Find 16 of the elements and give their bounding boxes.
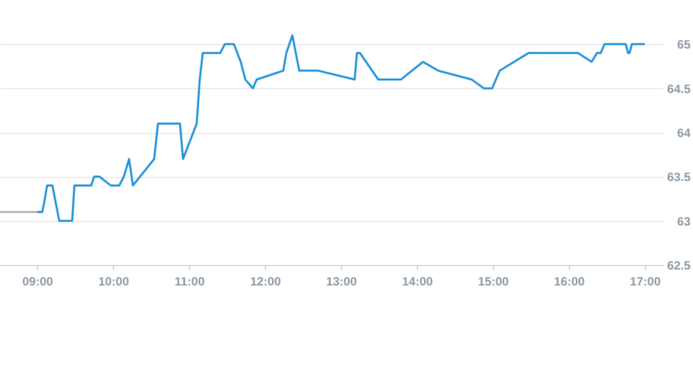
x-tick-label: 10:00: [98, 274, 130, 288]
x-tick-label: 14:00: [402, 274, 434, 288]
x-tick-label: 11:00: [174, 274, 205, 288]
x-tick-label: 09:00: [22, 274, 54, 288]
y-tick-label: 62.5: [667, 258, 691, 272]
y-tick-label: 63.5: [667, 170, 691, 184]
x-tick-label: 17:00: [630, 274, 661, 288]
x-tick-label: 13:00: [326, 274, 358, 288]
x-tick-label: 16:00: [554, 274, 585, 288]
y-tick-label: 64.5: [667, 82, 691, 96]
line-series: [36, 34, 646, 222]
y-tick-label: 63: [677, 214, 691, 228]
x-tick-label: 15:00: [478, 274, 510, 288]
y-tick-label: 64: [677, 126, 691, 140]
y-tick-label: 65: [677, 38, 691, 52]
x-tick-label: 12:00: [250, 274, 282, 288]
